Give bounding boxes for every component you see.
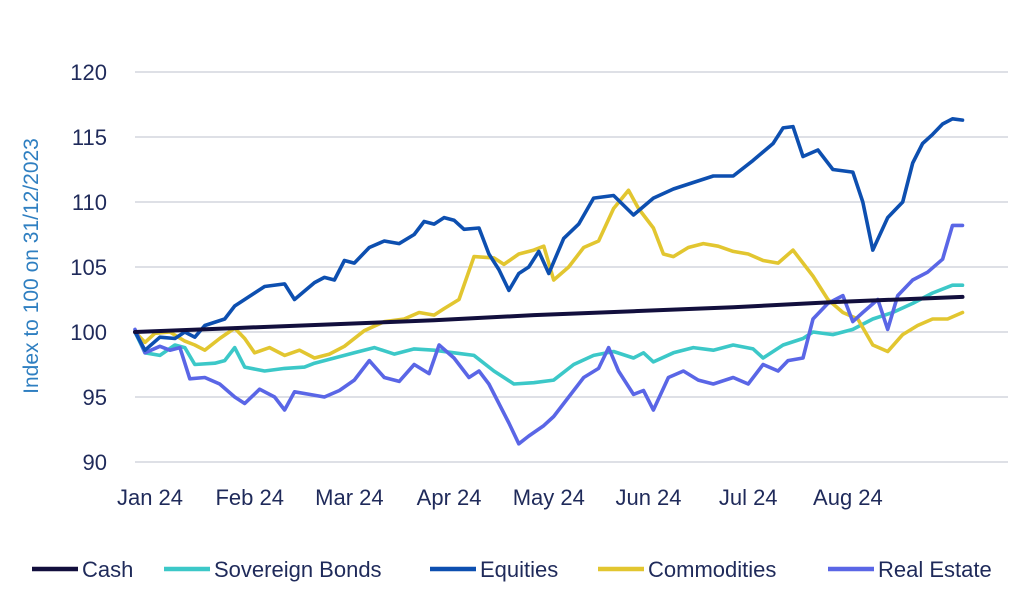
- y-axis-label: Index to 100 on 31/12/2023: [20, 138, 43, 394]
- y-tick-label: 100: [70, 320, 107, 345]
- x-tick-label: Jan 24: [117, 485, 183, 510]
- gridlines: [135, 71, 1008, 463]
- y-tick-label: 110: [72, 190, 107, 215]
- x-tick-label: Apr 24: [417, 485, 482, 510]
- x-tick-label: Jun 24: [615, 485, 681, 510]
- series-line-equities: [133, 117, 965, 352]
- legend-label: Sovereign Bonds: [214, 557, 382, 582]
- x-axis-ticks: Jan 24 Feb 24 Mar 24 Apr 24 May 24 Jun 24 Jul …: [117, 485, 883, 510]
- y-tick-label: 90: [83, 450, 107, 475]
- y-tick-label: 105: [70, 255, 107, 280]
- legend-label: Real Estate: [878, 557, 992, 582]
- y-tick-label: 120: [70, 60, 107, 85]
- series-line-sovereign-bonds: [133, 283, 965, 386]
- legend: Cash Sovereign Bonds Equities Commodities Re…: [32, 557, 992, 582]
- x-tick-label: Jul 24: [719, 485, 778, 510]
- y-tick-label: 95: [83, 385, 107, 410]
- x-tick-label: Feb 24: [215, 485, 284, 510]
- x-tick-label: Mar 24: [315, 485, 383, 510]
- x-tick-label: May 24: [513, 485, 585, 510]
- x-tick-label: Aug 24: [813, 485, 883, 510]
- legend-label: Cash: [82, 557, 133, 582]
- y-tick-label: 115: [72, 125, 107, 150]
- y-axis-ticks: 90 95 100 105 110 115 120: [70, 60, 107, 475]
- series-line-cash: [133, 294, 965, 334]
- legend-label: Equities: [480, 557, 558, 582]
- series-lines: [133, 117, 965, 446]
- series-line-commodities: [133, 188, 965, 360]
- legend-label: Commodities: [648, 557, 776, 582]
